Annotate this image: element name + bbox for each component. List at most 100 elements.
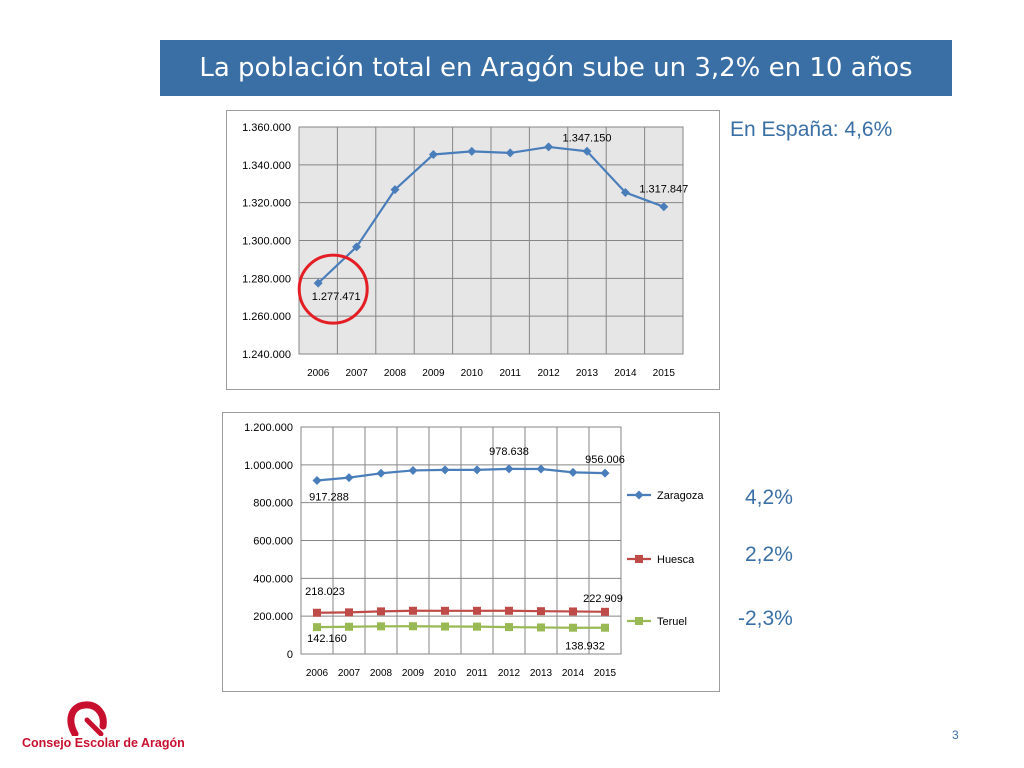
legend-label: Huesca	[657, 554, 695, 566]
provinces-chart-svg: 0 200.000 400.000 600.000 800.000 1.000.000 1.…	[244, 422, 704, 679]
data-point	[472, 465, 482, 475]
x-tick-label: 2009	[402, 668, 425, 679]
data-label: 917.288	[309, 491, 349, 503]
y-tick-label: 0	[287, 649, 293, 661]
data-point	[600, 468, 610, 478]
x-tick-label: 2008	[370, 668, 393, 679]
aragon-chart-svg: 1.240.000 1.260.000 1.280.000 1.300.000 1.32…	[242, 122, 688, 379]
data-point	[344, 473, 354, 483]
x-tick-label: 2011	[499, 368, 521, 379]
x-tick-label: 2015	[594, 668, 617, 679]
x-tick-label: 2007	[338, 668, 361, 679]
provinces-population-chart: 0 200.000 400.000 600.000 800.000 1.000.000 1.…	[222, 412, 720, 692]
y-tick-label: 1.320.000	[242, 198, 291, 210]
data-point	[441, 622, 449, 631]
aragon-population-chart: 1.240.000 1.260.000 1.280.000 1.300.000 1.32…	[226, 110, 720, 390]
page-title: La población total en Aragón sube un 3,2…	[199, 53, 913, 83]
series-line	[316, 467, 606, 482]
x-tick-label: 2010	[461, 368, 484, 379]
data-label: 1.347.150	[563, 132, 612, 144]
x-tick-label: 2008	[384, 368, 407, 379]
x-tick-label: 2014	[614, 368, 637, 379]
data-label: 956.006	[585, 454, 625, 466]
data-point	[313, 623, 321, 632]
data-point	[505, 623, 513, 632]
legend-marker	[635, 617, 643, 625]
x-tick-label: 2006	[307, 368, 330, 379]
series-line	[316, 625, 605, 629]
data-point	[536, 464, 546, 474]
data-point	[504, 464, 514, 474]
data-point	[505, 606, 513, 615]
y-tick-label: 400.000	[253, 573, 293, 585]
x-tick-label: 2014	[562, 668, 585, 679]
y-tick-label: 600.000	[253, 536, 293, 548]
data-label: 978.638	[489, 446, 529, 458]
spain-growth-note: En España: 4,6%	[730, 118, 893, 141]
data-point	[428, 149, 438, 159]
data-point	[569, 623, 577, 632]
y-tick-label: 800.000	[253, 498, 293, 510]
x-tick-label: 2015	[653, 368, 676, 379]
x-tick-label: 2012	[498, 668, 521, 679]
data-point	[467, 146, 477, 156]
legend-label: Zaragoza	[657, 490, 704, 502]
data-point	[409, 606, 417, 615]
y-tick-label: 1.360.000	[242, 122, 291, 134]
y-tick-label: 1.280.000	[242, 273, 291, 285]
data-point	[440, 465, 450, 475]
data-point	[390, 185, 400, 195]
y-tick-label: 1.300.000	[242, 236, 291, 248]
y-tick-label: 1.200.000	[244, 422, 293, 434]
series-line	[316, 609, 606, 614]
legend-marker	[635, 555, 643, 563]
data-label: 1.317.847	[639, 184, 688, 196]
data-point	[441, 606, 449, 615]
y-tick-label: 200.000	[253, 611, 293, 623]
title-bar: La población total en Aragón sube un 3,2…	[160, 40, 952, 96]
data-label: 1.277.471	[312, 291, 361, 303]
highlight-circle	[297, 253, 369, 325]
data-point	[659, 202, 669, 212]
data-label: 142.160	[307, 633, 347, 645]
y-tick-label: 1.000.000	[244, 460, 293, 472]
data-point	[408, 465, 418, 475]
x-tick-label: 2010	[434, 668, 457, 679]
zaragoza-growth: 4,2%	[745, 486, 793, 509]
y-tick-label: 1.340.000	[242, 160, 291, 172]
x-tick-label: 2011	[466, 668, 488, 679]
data-point	[345, 608, 353, 617]
y-tick-label: 1.260.000	[242, 311, 291, 323]
data-label: 222.909	[583, 593, 623, 605]
data-point	[376, 468, 386, 478]
series-line	[317, 145, 665, 284]
y-tick-label: 1.240.000	[242, 349, 291, 361]
organization-logo: Consejo Escolar de Aragón	[22, 700, 185, 755]
data-point	[601, 623, 609, 632]
x-tick-label: 2012	[537, 368, 560, 379]
data-point	[620, 187, 630, 197]
data-label: 138.932	[565, 641, 605, 653]
legend-marker	[634, 490, 644, 500]
teruel-growth: -2,3%	[738, 607, 793, 630]
data-point	[313, 278, 323, 288]
logo-text: Consejo Escolar de Aragón	[22, 736, 185, 750]
data-point	[313, 608, 321, 617]
page-number: 3	[952, 728, 959, 742]
data-point	[345, 622, 353, 631]
data-label: 218.023	[305, 586, 345, 598]
data-point	[505, 148, 515, 158]
data-point	[537, 623, 545, 632]
x-tick-label: 2006	[306, 668, 329, 679]
x-tick-label: 2013	[530, 668, 553, 679]
x-tick-label: 2009	[422, 368, 445, 379]
x-tick-label: 2007	[345, 368, 368, 379]
data-point	[312, 475, 322, 485]
data-point	[537, 607, 545, 616]
legend-label: Teruel	[657, 616, 687, 628]
huesca-growth: 2,2%	[745, 543, 793, 566]
data-point	[569, 607, 577, 616]
logo-icon	[67, 701, 107, 736]
data-point	[473, 606, 481, 615]
data-point	[544, 142, 554, 152]
